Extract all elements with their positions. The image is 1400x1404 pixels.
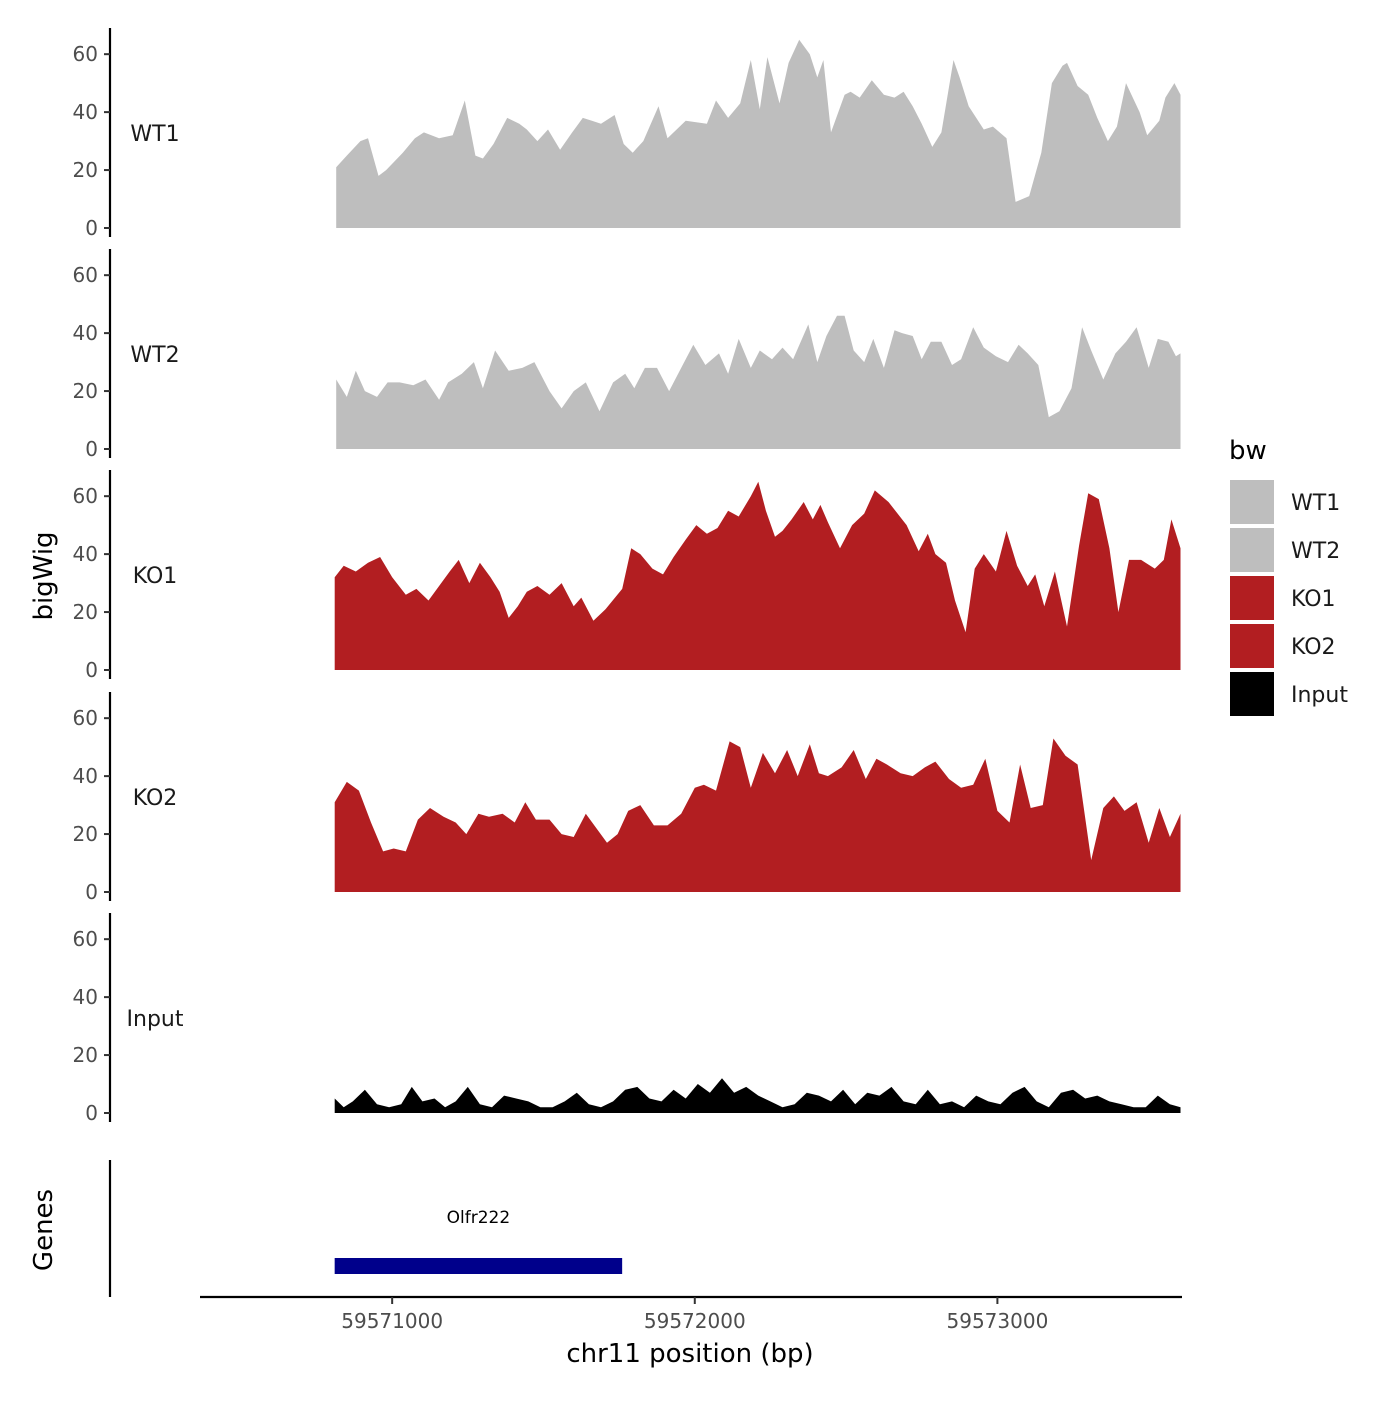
y-tick-label: 60 [73,263,98,287]
legend-swatch-input [1230,672,1274,716]
y-tick-label: 60 [73,927,98,951]
y-tick-label: 20 [73,158,98,182]
x-axis-title: chr11 position (bp) [566,1339,813,1369]
x-tick-label: 59571000 [341,1309,443,1333]
y-tick-label: 0 [85,216,98,240]
legend-swatch-ko2 [1230,624,1274,668]
track-wt1: 0 20 40 60 WT1 [73,28,1181,240]
signal-tracks: 0 20 40 60 WT1 0 20 40 60 WT2 0 20 40 60 KO1 0 20 40 60 KO2… [73,28,1181,1125]
signal-area-wt2 [336,315,1181,449]
legend-label-ko2: KO2 [1291,635,1336,660]
track-label: KO2 [133,786,178,811]
legend-label-wt1: WT1 [1291,491,1340,516]
y-tick-label: 60 [73,706,98,730]
signal-area-ko1 [334,481,1181,670]
track-label: KO1 [133,564,178,589]
legend-label-wt2: WT2 [1291,539,1340,564]
gene-track-title: Genes [29,1189,59,1271]
y-tick-label: 0 [85,437,98,461]
x-axis: 59571000 59572000 59573000 [200,1295,1182,1333]
gene-track: Olfr222 [108,1160,623,1297]
signal-area-wt1 [336,39,1181,229]
y-tick-label: 40 [73,764,98,788]
y-tick-label: 0 [85,880,98,904]
legend-title: bw [1229,436,1267,466]
y-tick-label: 20 [73,600,98,624]
y-tick-label: 40 [73,321,98,345]
track-label: WT1 [130,122,179,147]
y-tick-label: 40 [73,985,98,1009]
y-tick-label: 40 [73,542,98,566]
signal-area-input [334,1078,1181,1113]
legend-label-input: Input [1291,683,1348,708]
legend: bw WT1 WT2 KO1 KO2 Input [1229,436,1348,716]
track-label: Input [127,1007,184,1032]
y-tick-label: 20 [73,379,98,403]
legend-swatch-wt2 [1230,528,1274,572]
y-tick-label: 0 [85,658,98,682]
track-ko1: 0 20 40 60 KO1 [73,470,1181,682]
y-tick-label: 60 [73,42,98,66]
y-tick-label: 60 [73,484,98,508]
y-tick-label: 20 [73,1043,98,1067]
track-ko2: 0 20 40 60 KO2 [73,692,1181,904]
track-input: 0 20 40 60 Input [73,913,1181,1125]
gene-label: Olfr222 [447,1208,511,1228]
y-tick-label: 20 [73,822,98,846]
legend-label-ko1: KO1 [1291,587,1336,612]
y-tick-label: 40 [73,100,98,124]
track-wt2: 0 20 40 60 WT2 [73,249,1181,461]
signal-area-ko2 [334,738,1181,892]
track-label: WT2 [130,343,179,368]
x-tick-label: 59572000 [644,1309,746,1333]
legend-swatch-wt1 [1230,480,1274,524]
legend-swatch-ko1 [1230,576,1274,620]
y-tick-label: 0 [85,1101,98,1125]
x-tick-label: 59573000 [947,1309,1049,1333]
y-axis-title: bigWig [29,531,59,620]
gene-body [334,1258,623,1274]
